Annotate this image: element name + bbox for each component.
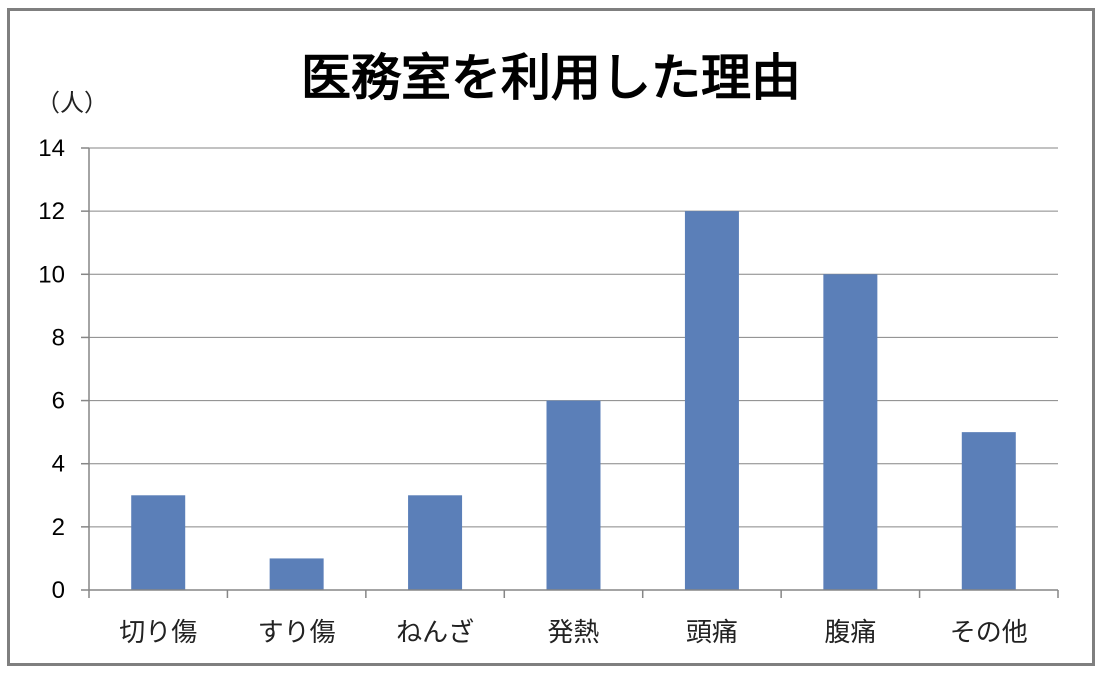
x-tick-label: ねんざ	[396, 618, 474, 648]
y-tick-label: 6	[52, 388, 65, 415]
bar-7	[961, 432, 1016, 590]
x-tick-label: 頭痛	[686, 618, 738, 648]
bar-5	[684, 211, 739, 590]
y-tick-label: 12	[38, 198, 65, 225]
y-axis-ticks: 0 2 4 6 8 10 12 14	[38, 135, 89, 604]
axes	[88, 148, 1059, 598]
x-tick-label: 発熱	[547, 618, 599, 648]
bar-chart: 医務室を利用した理由 （人） 0 2 4 6 8 10 12 14 切り傷 すり傷 ねんざ 発熱 頭痛…	[36, 49, 1059, 648]
chart-frame: 医務室を利用した理由 （人） 0 2 4 6 8 10 12 14 切り傷 すり傷 ねんざ 発熱 頭痛…	[7, 8, 1095, 666]
y-axis-unit-label: （人）	[36, 89, 108, 117]
y-tick-label: 8	[52, 324, 65, 351]
y-tick-label: 10	[38, 261, 65, 288]
x-tick-label: 腹痛	[824, 618, 876, 648]
y-tick-label: 14	[38, 135, 65, 162]
bar-4	[546, 400, 601, 590]
x-tick-label: 切り傷	[119, 618, 197, 648]
x-tick-label: すり傷	[258, 618, 336, 648]
x-axis-ticks: 切り傷 すり傷 ねんざ 発熱 頭痛 腹痛 その他	[119, 618, 1028, 648]
chart-title: 医務室を利用した理由	[301, 49, 801, 107]
x-tick-label: その他	[950, 618, 1028, 648]
bar-6	[823, 274, 878, 590]
bar-1	[131, 495, 186, 590]
bars	[131, 211, 1016, 590]
bar-3	[408, 495, 463, 590]
y-tick-label: 0	[52, 577, 65, 604]
y-tick-label: 2	[52, 514, 65, 541]
y-tick-label: 4	[52, 451, 65, 478]
bar-2	[269, 558, 324, 590]
